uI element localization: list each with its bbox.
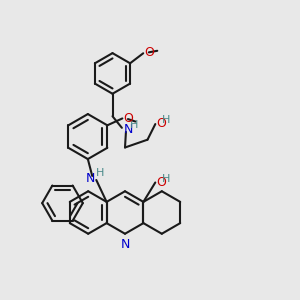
Text: H: H <box>96 168 105 178</box>
Text: O: O <box>145 46 154 59</box>
Text: O: O <box>156 176 166 189</box>
Text: O: O <box>156 117 166 130</box>
Text: H: H <box>162 174 170 184</box>
Text: H: H <box>162 115 171 125</box>
Text: N: N <box>120 238 130 250</box>
Text: H: H <box>130 120 139 130</box>
Text: N: N <box>85 172 95 185</box>
Text: O: O <box>123 112 133 124</box>
Text: N: N <box>123 123 133 136</box>
